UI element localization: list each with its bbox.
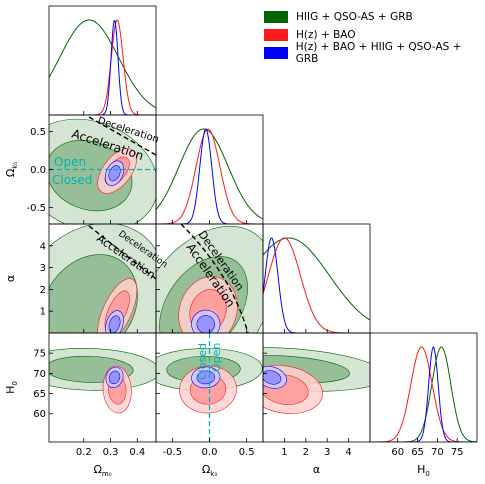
posterior-curve-series-2 <box>263 237 370 333</box>
x-tick-label: 1 <box>281 447 287 458</box>
deceleration-acceleration-line <box>88 225 156 280</box>
legend-swatch-green <box>264 11 288 23</box>
panel-alpha-vs-Ok <box>156 224 263 333</box>
x-tick-label: 65 <box>411 447 424 458</box>
legend: HIIG + QSO-AS + GRB H(z) + BAO H(z) + BA… <box>264 8 485 65</box>
closed-label: Closed <box>196 343 209 380</box>
x-tick-label: 2 <box>303 447 309 458</box>
y-tick-label: 1 <box>40 307 46 318</box>
y-tick-label: 70 <box>33 369 46 380</box>
posterior-curve-series-0 <box>263 237 370 321</box>
posterior-curve-series-1 <box>263 237 370 333</box>
y-tick-label: 3 <box>40 263 46 274</box>
legend-swatch-red <box>264 29 288 41</box>
panel-frame <box>369 332 478 443</box>
legend-label: HIIG + QSO-AS + GRB <box>296 11 413 23</box>
contour-1sigma-series-2 <box>196 370 215 385</box>
x-axis-label-alpha: α <box>313 463 320 476</box>
x-tick-label: 0.4 <box>129 447 145 458</box>
open-label: Open <box>54 155 86 169</box>
panel-H0-vs-Ok <box>156 333 263 442</box>
posterior-curve-series-0 <box>370 346 477 442</box>
y-axis-label-H0: H0 <box>4 381 19 394</box>
panel-H0-vs-alpha <box>263 347 370 414</box>
posterior-curve-series-2 <box>370 345 477 442</box>
x-tick-label: 4 <box>345 447 351 458</box>
y-tick-label: 2 <box>40 285 46 296</box>
x-tick-label: 3 <box>324 447 330 458</box>
posterior-curve-series-0 <box>49 19 156 109</box>
contour-1sigma-series-2 <box>263 370 282 385</box>
open-label: Open <box>210 343 223 372</box>
marginal-Ok <box>156 128 263 224</box>
y-tick-label: 65 <box>33 389 46 400</box>
panel-H0-vs-Om <box>49 348 156 414</box>
x-tick-label: 60 <box>391 447 404 458</box>
x-axis-label-H0: H0 <box>417 463 430 478</box>
posterior-curve-series-2 <box>49 20 156 115</box>
posterior-curve-series-2 <box>156 128 263 224</box>
y-tick-label: 60 <box>33 409 46 420</box>
x-tick-label: 0.2 <box>76 447 92 458</box>
legend-item: H(z) + BAO <box>264 26 485 44</box>
posterior-curve-series-1 <box>156 128 263 224</box>
contour-1sigma-series-2 <box>196 315 215 333</box>
y-tick-label: 0.0 <box>30 165 46 176</box>
x-tick-label: 0.3 <box>103 447 119 458</box>
legend-item: H(z) + BAO + HIIG + QSO-AS + GRB <box>264 41 485 65</box>
x-tick-label: 0.0 <box>202 447 218 458</box>
y-tick-label: 0.5 <box>30 127 46 138</box>
x-axis-label-Ok: Ωk₀ <box>202 463 217 478</box>
posterior-curve-series-1 <box>49 19 156 115</box>
x-tick-label: 75 <box>451 447 464 458</box>
x-axis-label-Om: Ωm₀ <box>93 463 111 478</box>
legend-swatch-blue <box>264 47 288 59</box>
y-tick-label: 4 <box>40 241 46 252</box>
contour-1sigma-series-2 <box>108 370 121 385</box>
closed-label: Closed <box>52 173 92 187</box>
legend-label: H(z) + BAO + HIIG + QSO-AS + GRB <box>295 41 462 65</box>
panel-Ok-vs-Om <box>49 116 156 224</box>
legend-item: HIIG + QSO-AS + GRB <box>264 8 485 26</box>
x-tick-label: 0.5 <box>239 447 255 458</box>
deceleration-acceleration-line <box>88 116 156 156</box>
marginal-H0 <box>370 345 477 442</box>
deceleration-acceleration-line <box>180 224 249 333</box>
posterior-curve-series-0 <box>156 128 263 220</box>
y-tick-label: -0.5 <box>26 203 46 214</box>
y-axis-label-Ok: Ωk₀ <box>4 162 19 177</box>
marginal-alpha <box>263 237 370 333</box>
marginal-Om <box>49 19 156 115</box>
y-axis-label-alpha: α <box>4 275 17 282</box>
panel-frame <box>48 5 157 116</box>
x-tick-label: 70 <box>431 447 444 458</box>
y-tick-label: 75 <box>33 349 46 360</box>
posterior-curve-series-1 <box>370 346 477 442</box>
legend-label: H(z) + BAO <box>296 29 356 41</box>
x-tick-label: -0.5 <box>163 447 183 458</box>
